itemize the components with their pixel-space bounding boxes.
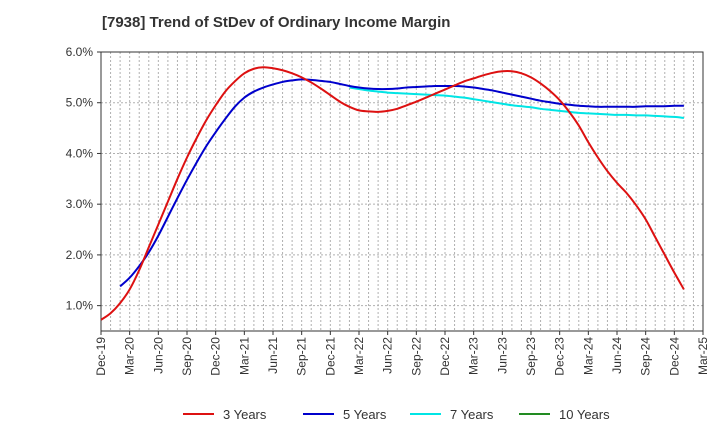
series-line-7-years [349, 86, 684, 119]
x-tick-label: Jun-20 [151, 337, 165, 374]
y-tick-label: 3.0% [66, 197, 94, 211]
x-tick-label: Jun-22 [381, 337, 395, 374]
x-tick-label: Sep-22 [409, 337, 423, 376]
y-tick-label: 1.0% [66, 299, 94, 313]
legend: 3 Years 5 Years 7 Years 10 Years [183, 407, 610, 422]
x-tick-label: Sep-20 [180, 337, 194, 376]
legend-label-10-years: 10 Years [559, 407, 610, 422]
x-tick-label: Mar-21 [237, 337, 251, 375]
legend-label-5-years: 5 Years [343, 407, 387, 422]
x-tick-label: Dec-21 [323, 337, 337, 376]
plot-area [101, 52, 703, 331]
legend-label-3-years: 3 Years [223, 407, 267, 422]
plot-border [100, 51, 704, 332]
x-tick-label: Jun-23 [495, 337, 509, 374]
y-tick-label: 4.0% [66, 146, 94, 160]
x-tick-label: Sep-24 [639, 337, 653, 376]
x-tick-label: Jun-24 [610, 337, 624, 374]
x-tick-label: Dec-20 [209, 337, 223, 376]
x-tick-label: Mar-20 [123, 337, 137, 375]
x-tick-label: Dec-22 [438, 337, 452, 376]
x-tick-label: Sep-23 [524, 337, 538, 376]
x-tick-label: Dec-24 [667, 337, 681, 376]
vertical-grid [110, 52, 694, 331]
x-tick-label: Mar-22 [352, 337, 366, 375]
x-tick-label: Dec-23 [553, 337, 567, 376]
x-tick-label: Jun-21 [266, 337, 280, 374]
x-tick-label: Mar-23 [467, 337, 481, 375]
series-line-3-years [101, 66, 685, 321]
series-line-5-years [119, 78, 684, 288]
legend-label-7-years: 7 Years [450, 407, 494, 422]
y-tick-label: 5.0% [66, 96, 94, 110]
y-tick-label: 6.0% [66, 45, 94, 59]
x-tick-label: Dec-19 [94, 337, 108, 376]
x-tick-label: Mar-25 [696, 337, 710, 375]
x-tick-label: Mar-24 [581, 337, 595, 375]
y-tick-label: 2.0% [66, 248, 94, 262]
chart-title: [7938] Trend of StDev of Ordinary Income… [102, 14, 451, 31]
x-tick-label: Sep-21 [295, 337, 309, 376]
